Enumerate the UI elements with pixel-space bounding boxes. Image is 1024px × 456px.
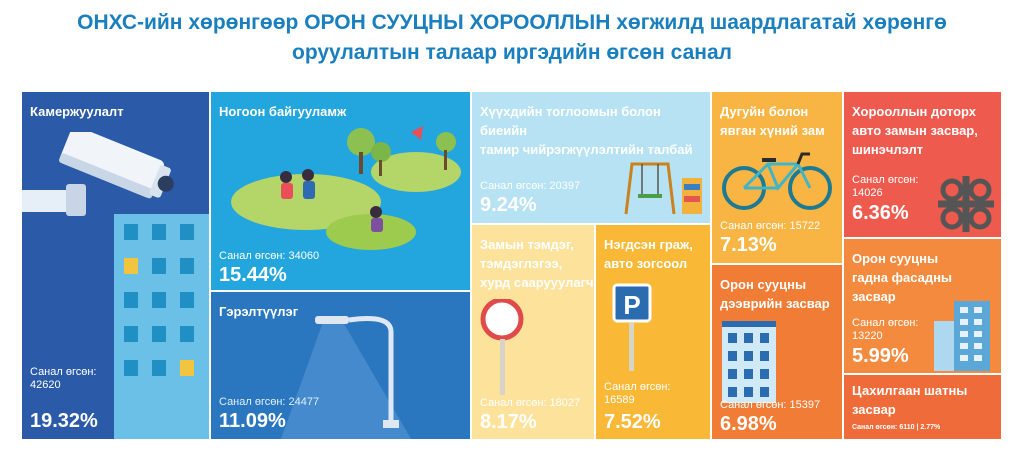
vote-count: Санал өгсөн: 20397 bbox=[480, 180, 581, 192]
road-interchange-icon bbox=[938, 176, 994, 232]
vote-count: Санал өгсөн: 24477 bbox=[219, 396, 320, 408]
security-camera-icon bbox=[22, 132, 209, 439]
tile-label: Ногоон байгууламж bbox=[219, 104, 347, 119]
title-line-1: ОНХС-ийн хөрөнгөөр ОРОН СУУЦНЫ ХОРООЛЛЫН… bbox=[77, 11, 947, 34]
tile-label: Хорооллын доторх авто замын засвар, шинэ… bbox=[852, 104, 978, 157]
vote-percent: 5.99% bbox=[852, 345, 909, 367]
vote-count: Санал өгсөн: 15397 bbox=[720, 399, 821, 411]
vote-count: Санал өгсөн: 34060 bbox=[219, 250, 320, 262]
tile-label: Хүүхдийн тоглоомын болон биеийн тамир чи… bbox=[480, 104, 693, 157]
vote-percent: 8.17% bbox=[480, 411, 537, 433]
building-icon bbox=[722, 321, 776, 403]
vote-count: Санал өгсөн: 18027 bbox=[480, 397, 581, 409]
tile-roof-repair: Орон сууцны дээврийн засвар Санал өгсөн:… bbox=[712, 265, 842, 439]
vote-percent: 11.09% bbox=[219, 410, 286, 432]
vote-count: Санал өгсөн: 13220 bbox=[852, 317, 919, 342]
tile-playground: Хүүхдийн тоглоомын болон биеийн тамир чи… bbox=[472, 92, 710, 223]
title-line-2: оруулалтын талаар иргэдийн өгсөн санал bbox=[292, 41, 732, 64]
vote-percent: 6.36% bbox=[852, 202, 909, 224]
tile-bike-path: Дугуйн болон явган хүний зам Санал өгсөн… bbox=[712, 92, 842, 263]
tile-road-signs: Замын тэмдэг, тэмдэглэгээ, хурд саарууул… bbox=[472, 225, 594, 439]
speed-sign-icon bbox=[480, 299, 524, 395]
tile-label: Нэгдсэн граж, авто зогсоол bbox=[604, 237, 693, 271]
parking-sign-icon: P bbox=[612, 283, 652, 371]
vote-count: Санал өгсөн: 14026 bbox=[852, 174, 919, 199]
tile-label: Замын тэмдэг, тэмдэглэгээ, хурд саарууул… bbox=[480, 237, 594, 290]
tile-parking: Нэгдсэн граж, авто зогсоол P Санал өгсөн… bbox=[596, 225, 710, 439]
tile-road-repair: Хорооллын доторх авто замын засвар, шинэ… bbox=[844, 92, 1001, 237]
tower-building-icon bbox=[934, 301, 990, 371]
tile-label: Орон сууцны гадна фасадны засвар bbox=[852, 251, 953, 304]
tile-label: Гэрэлтүүлэг bbox=[219, 304, 299, 319]
infographic-title: ОНХС-ийн хөрөнгөөр ОРОН СУУЦНЫ ХОРООЛЛЫН… bbox=[0, 8, 1024, 68]
vote-count: Санал өгсөн: 6110 | 2.77% bbox=[852, 424, 941, 431]
park-people-icon bbox=[231, 126, 461, 250]
tile-label: Дугуйн болон явган хүний зам bbox=[720, 104, 825, 138]
street-lamp-icon bbox=[281, 316, 411, 439]
tile-green-space: Ногоон байгууламж Санал өгсөн: 34060 15.… bbox=[211, 92, 470, 290]
vote-count: Санал өгсөн: 16589 bbox=[604, 381, 671, 406]
svg-text:P: P bbox=[623, 290, 640, 320]
tile-label: Орон сууцны дээврийн засвар bbox=[720, 277, 830, 311]
tile-lighting: Гэрэлтүүлэг Санал өгсөн: 24477 11.09% bbox=[211, 292, 470, 439]
tile-facade-repair: Орон сууцны гадна фасадны засвар Санал ө… bbox=[844, 239, 1001, 373]
playground-icon bbox=[624, 162, 702, 215]
tile-label: Цахилгаан шатны засвар bbox=[852, 383, 968, 417]
vote-percent: 15.44% bbox=[219, 264, 287, 286]
vote-percent: 19.32% bbox=[30, 410, 98, 432]
vote-percent: 6.98% bbox=[720, 413, 777, 435]
vote-count: Санал өгсөн: 15722 bbox=[720, 220, 821, 232]
vote-percent: 9.24% bbox=[480, 194, 537, 216]
bicycle-icon bbox=[722, 152, 832, 210]
vote-count: Санал өгсөн: 42620 bbox=[30, 366, 97, 391]
vote-percent: 7.13% bbox=[720, 234, 777, 256]
vote-percent: 7.52% bbox=[604, 411, 661, 433]
tile-label: Камержуулалт bbox=[30, 104, 124, 119]
tile-cameras: Камержуулалт Санал өгсөн: 42620 19.32% bbox=[22, 92, 209, 439]
tile-elevator-repair: Цахилгаан шатны засвар Санал өгсөн: 6110… bbox=[844, 375, 1001, 439]
